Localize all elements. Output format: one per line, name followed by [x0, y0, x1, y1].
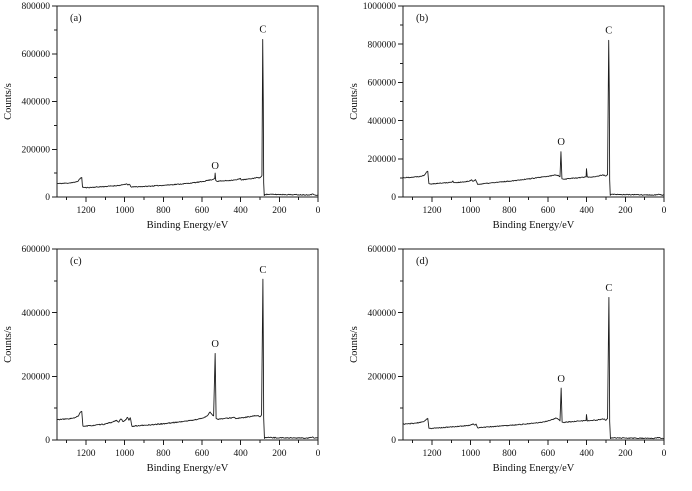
- y-tick-label: 200000: [22, 373, 51, 383]
- y-tick-label: 200000: [368, 155, 397, 165]
- x-tick-label: 0: [662, 206, 667, 216]
- y-axis-title: Counts/s: [3, 83, 14, 120]
- x-tick-label: 1000: [461, 206, 480, 216]
- x-tick-label: 0: [316, 449, 321, 459]
- y-tick-label: 1000000: [363, 2, 397, 12]
- x-tick-label: 800: [156, 449, 171, 459]
- y-tick-label: 0: [45, 436, 50, 446]
- x-tick-label: 1200: [77, 449, 96, 459]
- x-tick-label: 400: [580, 206, 595, 216]
- peak-label-C: C: [605, 283, 612, 294]
- x-tick-label: 600: [195, 206, 210, 216]
- x-tick-label: 1000: [115, 206, 134, 216]
- y-tick-label: 200000: [368, 373, 397, 383]
- y-tick-label: 800000: [368, 40, 397, 50]
- x-axis-title: Binding Energy/eV: [493, 463, 575, 474]
- x-tick-label: 800: [502, 449, 517, 459]
- xps-panel-c: 1200 1000 800 600 400 200 0 0 200000 400000 600000…: [0, 243, 346, 486]
- x-tick-label: 200: [618, 206, 633, 216]
- x-tick-label: 400: [234, 206, 249, 216]
- y-tick-label: 0: [391, 193, 396, 203]
- axis-ticks: [52, 5, 319, 202]
- y-tick-label: 400000: [22, 309, 51, 319]
- x-tick-label: 600: [541, 449, 556, 459]
- y-tick-label: 400000: [368, 117, 397, 127]
- peak-label-C: C: [259, 265, 266, 276]
- xps-chart-(d): 1200 1000 800 600 400 200 0 0 200000 400000 600000…: [349, 245, 667, 474]
- plot-frame: [402, 5, 665, 198]
- y-tick-label: 800000: [22, 2, 51, 12]
- y-tick-label: 400000: [22, 98, 51, 108]
- panel-letter-label: (c): [70, 256, 82, 267]
- xps-panel-d: 1200 1000 800 600 400 200 0 0 200000 400000 600000…: [346, 243, 692, 486]
- x-tick-label: 400: [580, 449, 595, 459]
- y-axis-title: Counts/s: [349, 83, 360, 120]
- xps-chart-(c): 1200 1000 800 600 400 200 0 0 200000 400000 600000…: [3, 245, 321, 474]
- x-tick-label: 1000: [461, 449, 480, 459]
- peak-label-O: O: [557, 374, 565, 385]
- peak-label-C: C: [605, 26, 612, 37]
- peak-label-O: O: [211, 339, 219, 350]
- peak-label-C: C: [259, 24, 266, 35]
- peak-label-O: O: [211, 161, 219, 172]
- panel-letter-label: (d): [416, 256, 429, 267]
- axis-ticks: [398, 248, 665, 445]
- y-tick-label: 0: [45, 193, 50, 203]
- x-tick-label: 0: [662, 449, 667, 459]
- x-axis-title: Binding Energy/eV: [493, 220, 575, 231]
- panel-letter-label: (b): [416, 13, 429, 24]
- y-tick-label: 600000: [22, 50, 51, 60]
- y-tick-label: 200000: [22, 145, 51, 155]
- x-axis-title: Binding Energy/eV: [147, 220, 229, 231]
- plot-frame: [402, 248, 665, 441]
- x-tick-label: 1200: [423, 206, 442, 216]
- y-tick-label: 600000: [368, 245, 397, 255]
- y-tick-label: 600000: [22, 245, 51, 255]
- x-tick-label: 200: [272, 449, 287, 459]
- x-tick-label: 400: [234, 449, 249, 459]
- axis-ticks: [398, 5, 665, 202]
- peak-label-O: O: [557, 137, 565, 148]
- plot-frame: [56, 5, 319, 198]
- x-axis-title: Binding Energy/eV: [147, 463, 229, 474]
- x-tick-label: 0: [316, 206, 321, 216]
- x-tick-label: 600: [195, 449, 210, 459]
- x-tick-label: 600: [541, 206, 556, 216]
- spectrum-trace-(d): [402, 296, 665, 440]
- xps-chart-(a): 1200 1000 800 600 400 200 0 0 200000 400000 600000…: [3, 2, 321, 231]
- plot-frame: [56, 248, 319, 441]
- y-axis-title: Counts/s: [349, 326, 360, 363]
- xps-chart-(b): 1200 1000 800 600 400 200 0 0 200000 400000 600000…: [349, 2, 667, 231]
- x-tick-label: 1200: [423, 449, 442, 459]
- y-tick-label: 600000: [368, 79, 397, 89]
- x-tick-label: 1000: [115, 449, 134, 459]
- x-tick-label: 1200: [77, 206, 96, 216]
- y-tick-label: 400000: [368, 309, 397, 319]
- y-tick-label: 0: [391, 436, 396, 446]
- x-tick-label: 800: [502, 206, 517, 216]
- spectrum-trace-(a): [56, 38, 319, 197]
- xps-panel-b: 1200 1000 800 600 400 200 0 0 200000 400000 600000…: [346, 0, 692, 243]
- axis-ticks: [52, 248, 319, 445]
- x-tick-label: 200: [272, 206, 287, 216]
- y-axis-title: Counts/s: [3, 326, 14, 363]
- spectrum-trace-(c): [56, 278, 319, 439]
- panel-letter-label: (a): [70, 13, 82, 24]
- spectrum-trace-(b): [402, 39, 665, 196]
- x-tick-label: 800: [156, 206, 171, 216]
- x-tick-label: 200: [618, 449, 633, 459]
- xps-panel-a: 1200 1000 800 600 400 200 0 0 200000 400000 600000…: [0, 0, 346, 243]
